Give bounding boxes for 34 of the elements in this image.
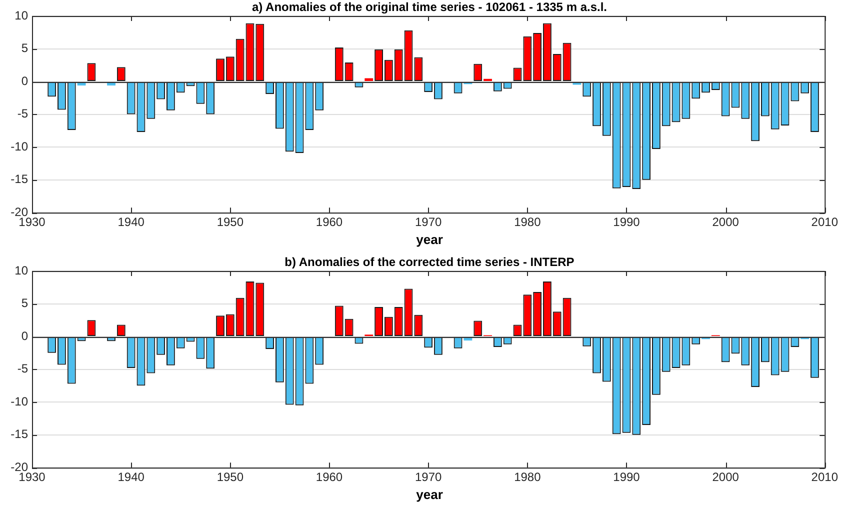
bar bbox=[484, 78, 492, 82]
y-tick-label: -10 bbox=[10, 394, 28, 408]
x-tick-label: 2000 bbox=[712, 215, 740, 230]
y-tick-label: 0 bbox=[21, 328, 28, 343]
y-tick-label: 5 bbox=[21, 296, 28, 310]
y-tick-label: 0 bbox=[21, 74, 28, 88]
x-tick-label: 1970 bbox=[414, 215, 442, 230]
y-tick-label: 5 bbox=[21, 41, 28, 56]
x-tick-label: 1990 bbox=[613, 215, 640, 230]
x-tick-label: 1990 bbox=[613, 470, 640, 484]
bar bbox=[364, 78, 374, 82]
x-tick-label: 2000 bbox=[712, 470, 740, 484]
x-tick-label: 1950 bbox=[216, 470, 244, 484]
x-axis-title: year bbox=[415, 232, 444, 247]
x-tick-label: 2010 bbox=[811, 470, 838, 484]
x-tick-label: 1970 bbox=[414, 470, 442, 484]
x-tick-label: 1960 bbox=[316, 215, 343, 230]
chart-title: b) Anomalies of the corrected time series - INTERP bbox=[284, 255, 576, 269]
chart-title: a) Anomalies of the original time series - 102061 - 1335 m a.s.l. bbox=[250, 0, 608, 14]
y-tick-label: -15 bbox=[10, 172, 28, 186]
x-tick-label: 1940 bbox=[118, 470, 145, 484]
y-tick-label: -5 bbox=[17, 362, 28, 376]
x-tick-label: 1980 bbox=[514, 470, 542, 484]
x-tick-label: 1960 bbox=[316, 470, 343, 484]
y-tick-label: -15 bbox=[10, 427, 28, 442]
y-tick-label: -5 bbox=[17, 106, 28, 121]
x-tick-label: 1980 bbox=[514, 215, 542, 230]
y-tick-label: 10 bbox=[14, 263, 28, 278]
x-axis-title: year bbox=[415, 487, 444, 502]
x-tick-label: 1950 bbox=[216, 215, 244, 230]
x-tick-label: 1940 bbox=[118, 215, 145, 230]
y-tick-label: 10 bbox=[14, 8, 28, 22]
x-tick-label: 2010 bbox=[811, 215, 838, 230]
y-tick-label: -10 bbox=[10, 139, 28, 154]
